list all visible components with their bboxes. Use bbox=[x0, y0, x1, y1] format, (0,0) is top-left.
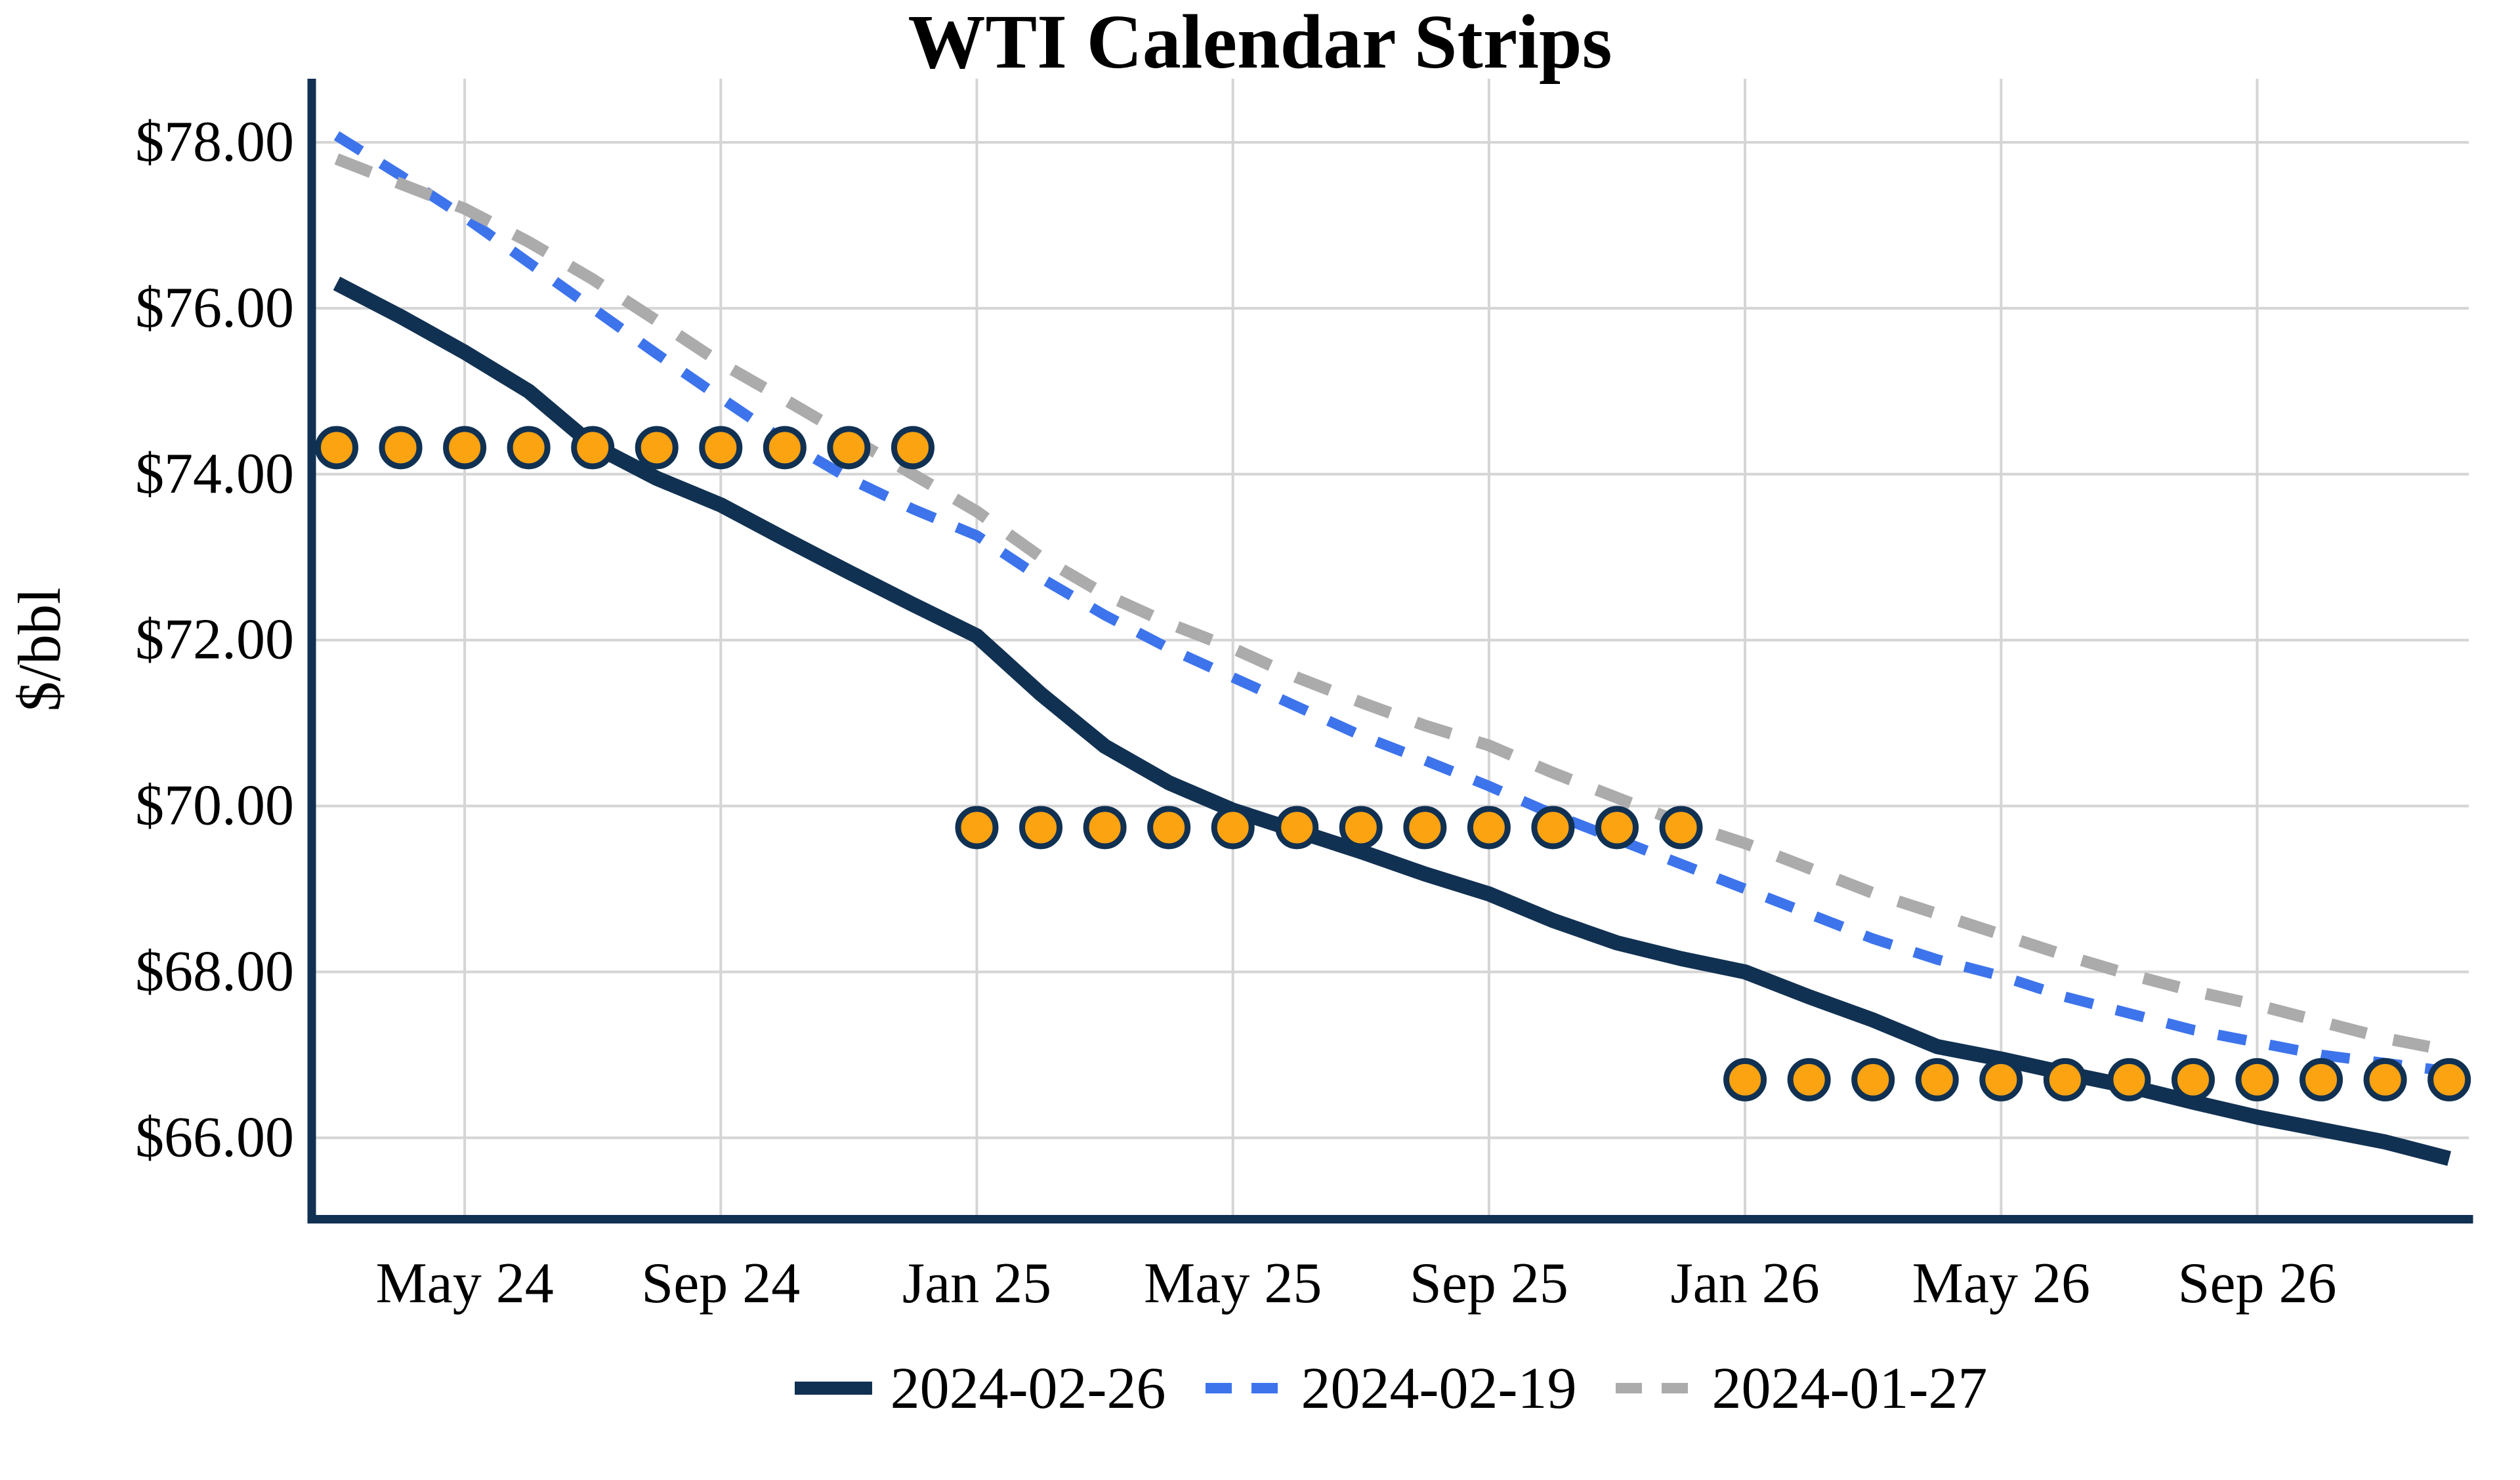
y-tick-label: $72.00 bbox=[135, 608, 294, 672]
strip-marker bbox=[1147, 806, 1191, 850]
y-tick-labels: $78.00 $76.00 $74.00 $72.00 $70.00 $68.00 $66.… bbox=[135, 110, 294, 1169]
legend-label: 2024-02-26 bbox=[890, 1355, 1166, 1421]
strip-marker bbox=[1019, 806, 1063, 850]
strip-marker bbox=[1531, 806, 1575, 850]
y-tick-label: $76.00 bbox=[135, 276, 294, 340]
x-tick-label: Jan 26 bbox=[1670, 1252, 1819, 1315]
x-tick-label: May 26 bbox=[1912, 1252, 2090, 1315]
strip-marker bbox=[315, 426, 358, 470]
gridlines bbox=[312, 79, 2469, 1215]
y-tick-label: $78.00 bbox=[135, 110, 294, 174]
strip-marker bbox=[1787, 1058, 1831, 1101]
legend-swatch-dashed-line bbox=[1205, 1383, 1283, 1393]
strip-marker bbox=[1467, 806, 1511, 850]
strip-marker bbox=[699, 426, 743, 470]
strip-marker bbox=[1851, 1058, 1895, 1101]
legend-label: 2024-02-19 bbox=[1301, 1355, 1577, 1421]
strip-marker bbox=[1659, 806, 1703, 850]
strip-marker bbox=[2300, 1058, 2343, 1101]
legend-label: 2024-01-27 bbox=[1712, 1355, 1988, 1421]
strip-marker bbox=[1403, 806, 1447, 850]
y-tick-label: $74.00 bbox=[135, 442, 294, 506]
strip-marker bbox=[1979, 1058, 2023, 1101]
strip-marker bbox=[1915, 1058, 1959, 1101]
strip-marker bbox=[443, 426, 487, 470]
strip-marker bbox=[2427, 1058, 2471, 1101]
strip-marker bbox=[2107, 1058, 2151, 1101]
strip-marker bbox=[571, 426, 615, 470]
strip-marker bbox=[1339, 806, 1383, 850]
strip-marker bbox=[1595, 806, 1639, 850]
series-line-2024-02-19 bbox=[333, 131, 2450, 1077]
strip-marker bbox=[379, 426, 423, 470]
series-line-2024-01-27 bbox=[334, 153, 2450, 1057]
strip-marker bbox=[1275, 806, 1319, 850]
strip-marker bbox=[955, 806, 999, 850]
axis-left-spine bbox=[307, 79, 316, 1223]
legend-item-2024-02-26: 2024-02-26 bbox=[793, 1355, 1166, 1422]
series-line-2024-02-26 bbox=[333, 276, 2452, 1166]
y-tick-label: $70.00 bbox=[135, 774, 294, 838]
legend-swatch-dashed-line bbox=[1616, 1383, 1694, 1393]
axis-spines bbox=[307, 79, 2473, 1223]
x-tick-label: Sep 24 bbox=[641, 1252, 800, 1315]
legend: 2024-02-26 2024-02-19 2024-01-27 bbox=[312, 1349, 2469, 1428]
y-tick-label: $66.00 bbox=[135, 1105, 294, 1169]
x-tick-labels: May 24 Sep 24 Jan 25 May 25 Sep 25 Jan 26 May … bbox=[375, 1252, 2336, 1315]
legend-item-2024-02-19: 2024-02-19 bbox=[1204, 1355, 1577, 1422]
strip-marker bbox=[827, 426, 871, 470]
x-tick-label: May 25 bbox=[1144, 1252, 1322, 1315]
strip-marker bbox=[763, 426, 807, 470]
series-lines bbox=[333, 131, 2452, 1166]
strip-marker bbox=[1211, 806, 1255, 850]
x-tick-label: May 24 bbox=[375, 1252, 553, 1315]
strip-marker bbox=[2043, 1058, 2087, 1101]
strip-marker bbox=[891, 426, 934, 470]
chart-title: WTI Calendar Strips bbox=[908, 0, 1612, 85]
strip-markers bbox=[315, 426, 2471, 1101]
strip-marker bbox=[2171, 1058, 2215, 1101]
strip-marker bbox=[2235, 1058, 2279, 1101]
x-tick-label: Sep 26 bbox=[2178, 1252, 2337, 1315]
legend-item-2024-01-27: 2024-01-27 bbox=[1614, 1355, 1987, 1422]
strip-marker bbox=[1083, 806, 1127, 850]
strip-marker bbox=[2363, 1058, 2407, 1101]
legend-swatch-solid-line bbox=[794, 1382, 872, 1395]
strip-marker bbox=[1723, 1058, 1767, 1101]
x-tick-label: Sep 25 bbox=[1410, 1252, 1568, 1315]
axis-bottom-spine bbox=[307, 1215, 2473, 1223]
y-tick-label: $68.00 bbox=[135, 940, 294, 1004]
strip-marker bbox=[507, 426, 551, 470]
x-tick-label: Jan 25 bbox=[902, 1252, 1051, 1315]
strip-marker bbox=[635, 426, 679, 470]
